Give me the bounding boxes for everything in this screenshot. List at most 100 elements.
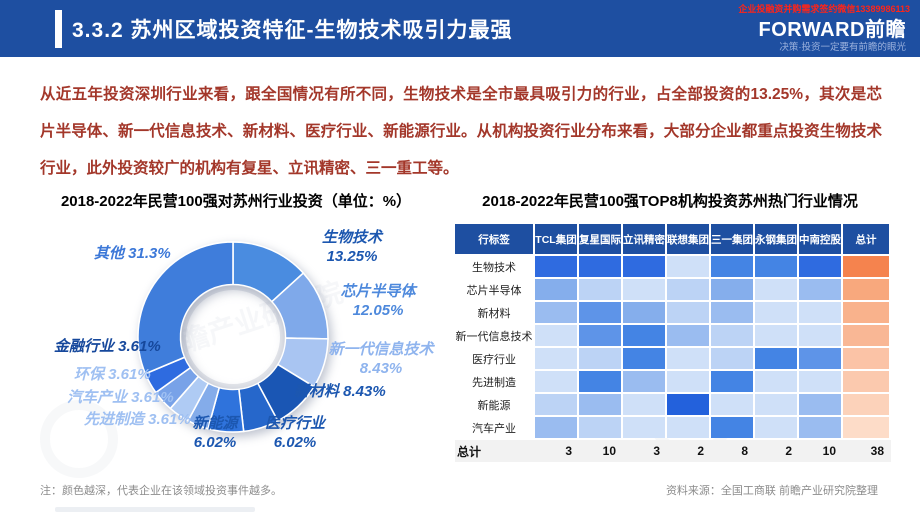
donut-inner-shadow xyxy=(181,285,285,389)
heatmap-cell xyxy=(799,302,841,323)
heatmap-row-total-cell xyxy=(843,325,889,346)
heatmap-cell xyxy=(711,371,753,392)
heatmap-chart-title: 2018-2022年民营100强TOP8机构投资苏州热门行业情况 xyxy=(482,193,858,210)
heatmap-cell xyxy=(535,371,577,392)
donut-slice xyxy=(137,241,234,375)
donut-label: 新能源 6.02% xyxy=(192,415,238,451)
heatmap-cell xyxy=(667,394,709,415)
heatmap-sum-value: 2 xyxy=(697,444,704,458)
heatmap-corner-header: 行标签 xyxy=(455,224,533,254)
donut-label: 汽车产业 3.61% xyxy=(67,389,174,406)
heatmap-cell xyxy=(755,302,797,323)
heatmap-cell xyxy=(623,371,665,392)
heatmap-cell xyxy=(623,394,665,415)
page-title: 3.3.2 苏州区域投资特征-生物技术吸引力最强 xyxy=(72,18,513,42)
title-accent-bar xyxy=(55,10,62,48)
source-note: 资料来源：全国工商联 前瞻产业研究院整理 xyxy=(665,485,878,497)
heatmap-cell xyxy=(711,417,753,438)
donut-label: 芯片半导体 12.05% xyxy=(340,283,416,319)
heatmap-row-label: 新材料 xyxy=(455,302,533,323)
donut-label: 环保 3.61% xyxy=(74,366,151,383)
heatmap-cell xyxy=(579,302,621,323)
heatmap-column-header: 中南控股 xyxy=(799,224,841,254)
heatmap-cell xyxy=(667,348,709,369)
heatmap-column-header: 永钢集团 xyxy=(755,224,797,254)
donut-label: 新材料 8.43% xyxy=(294,383,386,400)
heatmap-row-label: 医疗行业 xyxy=(455,348,533,369)
heatmap-cell xyxy=(535,302,577,323)
heatmap-cell xyxy=(579,371,621,392)
heatmap-column-header: TCL集团 xyxy=(535,224,577,254)
heatmap-row-total-cell xyxy=(843,256,889,277)
heatmap-cell xyxy=(623,279,665,300)
logo-tagline: 决策·投资一定要有前瞻的眼光 xyxy=(779,42,906,53)
heatmap-cell xyxy=(799,371,841,392)
donut-label: 医疗行业 6.02% xyxy=(264,415,325,451)
heatmap-table: 行标签 TCL集团 复星国际 立讯精密 联想集团 三一集团 永钢集团 中南控股 总计 生物技术 芯片… xyxy=(455,224,891,462)
heatmap-row-total-cell xyxy=(843,394,889,415)
donut-label: 新一代信息技术 8.43% xyxy=(328,341,434,377)
donut-chart: 生物技术 13.25% 芯片半导体 12.05% 新一代信息技术 8.43% 新材料 8.4… xyxy=(28,222,453,470)
heatmap-cell xyxy=(579,279,621,300)
heatmap-row-total-cell xyxy=(843,279,889,300)
heatmap-row-total-cell xyxy=(843,417,889,438)
heatmap-cell xyxy=(623,302,665,323)
heatmap-cell xyxy=(755,256,797,277)
heatmap-cell xyxy=(711,256,753,277)
heatmap-cell xyxy=(623,417,665,438)
heatmap-cell xyxy=(667,325,709,346)
heatmap-cell xyxy=(755,394,797,415)
heatmap-totals-row: 总计 3 10 3 2 8 2 10 38 xyxy=(455,440,891,462)
heatmap-grid: 行标签 TCL集团 复星国际 立讯精密 联想集团 三一集团 永钢集团 中南控股 总计 生物技术 芯片… xyxy=(455,224,891,438)
donut-label: 金融行业 3.61% xyxy=(54,338,161,355)
heatmap-cell xyxy=(755,279,797,300)
heatmap-sum-value: 2 xyxy=(785,444,792,458)
heatmap-cell xyxy=(579,348,621,369)
heatmap-cell xyxy=(799,256,841,277)
heatmap-row-label: 先进制造 xyxy=(455,371,533,392)
heatmap-cell xyxy=(755,371,797,392)
heatmap-sum-value: 8 xyxy=(741,444,748,458)
color-note: 注：颜色越深，代表企业在该领域投资事件越多。 xyxy=(40,485,282,497)
heatmap-cell xyxy=(667,279,709,300)
heatmap-cell xyxy=(535,348,577,369)
heatmap-cell xyxy=(711,279,753,300)
forward-logo: FORWARD前瞻 xyxy=(758,19,906,41)
heatmap-cell xyxy=(667,417,709,438)
heatmap-cell xyxy=(667,371,709,392)
heatmap-cell xyxy=(799,417,841,438)
donut-labels: 生物技术 13.25% 芯片半导体 12.05% 新一代信息技术 8.43% 新材料 8.4… xyxy=(28,222,453,470)
heatmap-sum-label: 总计 xyxy=(457,444,482,459)
heatmap-sum-value: 10 xyxy=(602,444,616,458)
heatmap-cell xyxy=(535,325,577,346)
heatmap-cell xyxy=(711,302,753,323)
donut-label: 先进制造 3.61% xyxy=(84,411,191,428)
heatmap-row-label: 芯片半导体 xyxy=(455,279,533,300)
heatmap-column-header: 三一集团 xyxy=(711,224,753,254)
heatmap-column-header: 立讯精密 xyxy=(623,224,665,254)
header-bar: 3.3.2 苏州区域投资特征-生物技术吸引力最强 企业投融资并购需求签约微信13… xyxy=(0,0,920,57)
heatmap-row-label: 汽车产业 xyxy=(455,417,533,438)
contact-note: 企业投融资并购需求签约微信13389986113 xyxy=(738,4,910,14)
heatmap-cell xyxy=(667,302,709,323)
donut-label: 生物技术 13.25% xyxy=(321,229,382,265)
donut-label: 其他 31.3% xyxy=(94,245,171,262)
heatmap-row-label: 新一代信息技术 xyxy=(455,325,533,346)
heatmap-cell xyxy=(579,417,621,438)
heatmap-row-total-cell xyxy=(843,302,889,323)
heatmap-total-header: 总计 xyxy=(843,224,889,254)
heatmap-cell xyxy=(799,394,841,415)
heatmap-row-total-cell xyxy=(843,348,889,369)
heatmap-cell xyxy=(755,417,797,438)
heatmap-cell xyxy=(535,417,577,438)
heatmap-cell xyxy=(799,348,841,369)
heatmap-cell xyxy=(711,394,753,415)
summary-paragraph: 从近五年投资深圳行业来看，跟全国情况有所不同，生物技术是全市最具吸引力的行业，占… xyxy=(40,86,882,177)
heatmap-cell xyxy=(535,256,577,277)
heatmap-cell xyxy=(711,348,753,369)
heatmap-cell xyxy=(755,348,797,369)
heatmap-grand-total: 38 xyxy=(870,444,884,458)
heatmap-row-total-cell xyxy=(843,371,889,392)
heatmap-cell xyxy=(579,325,621,346)
